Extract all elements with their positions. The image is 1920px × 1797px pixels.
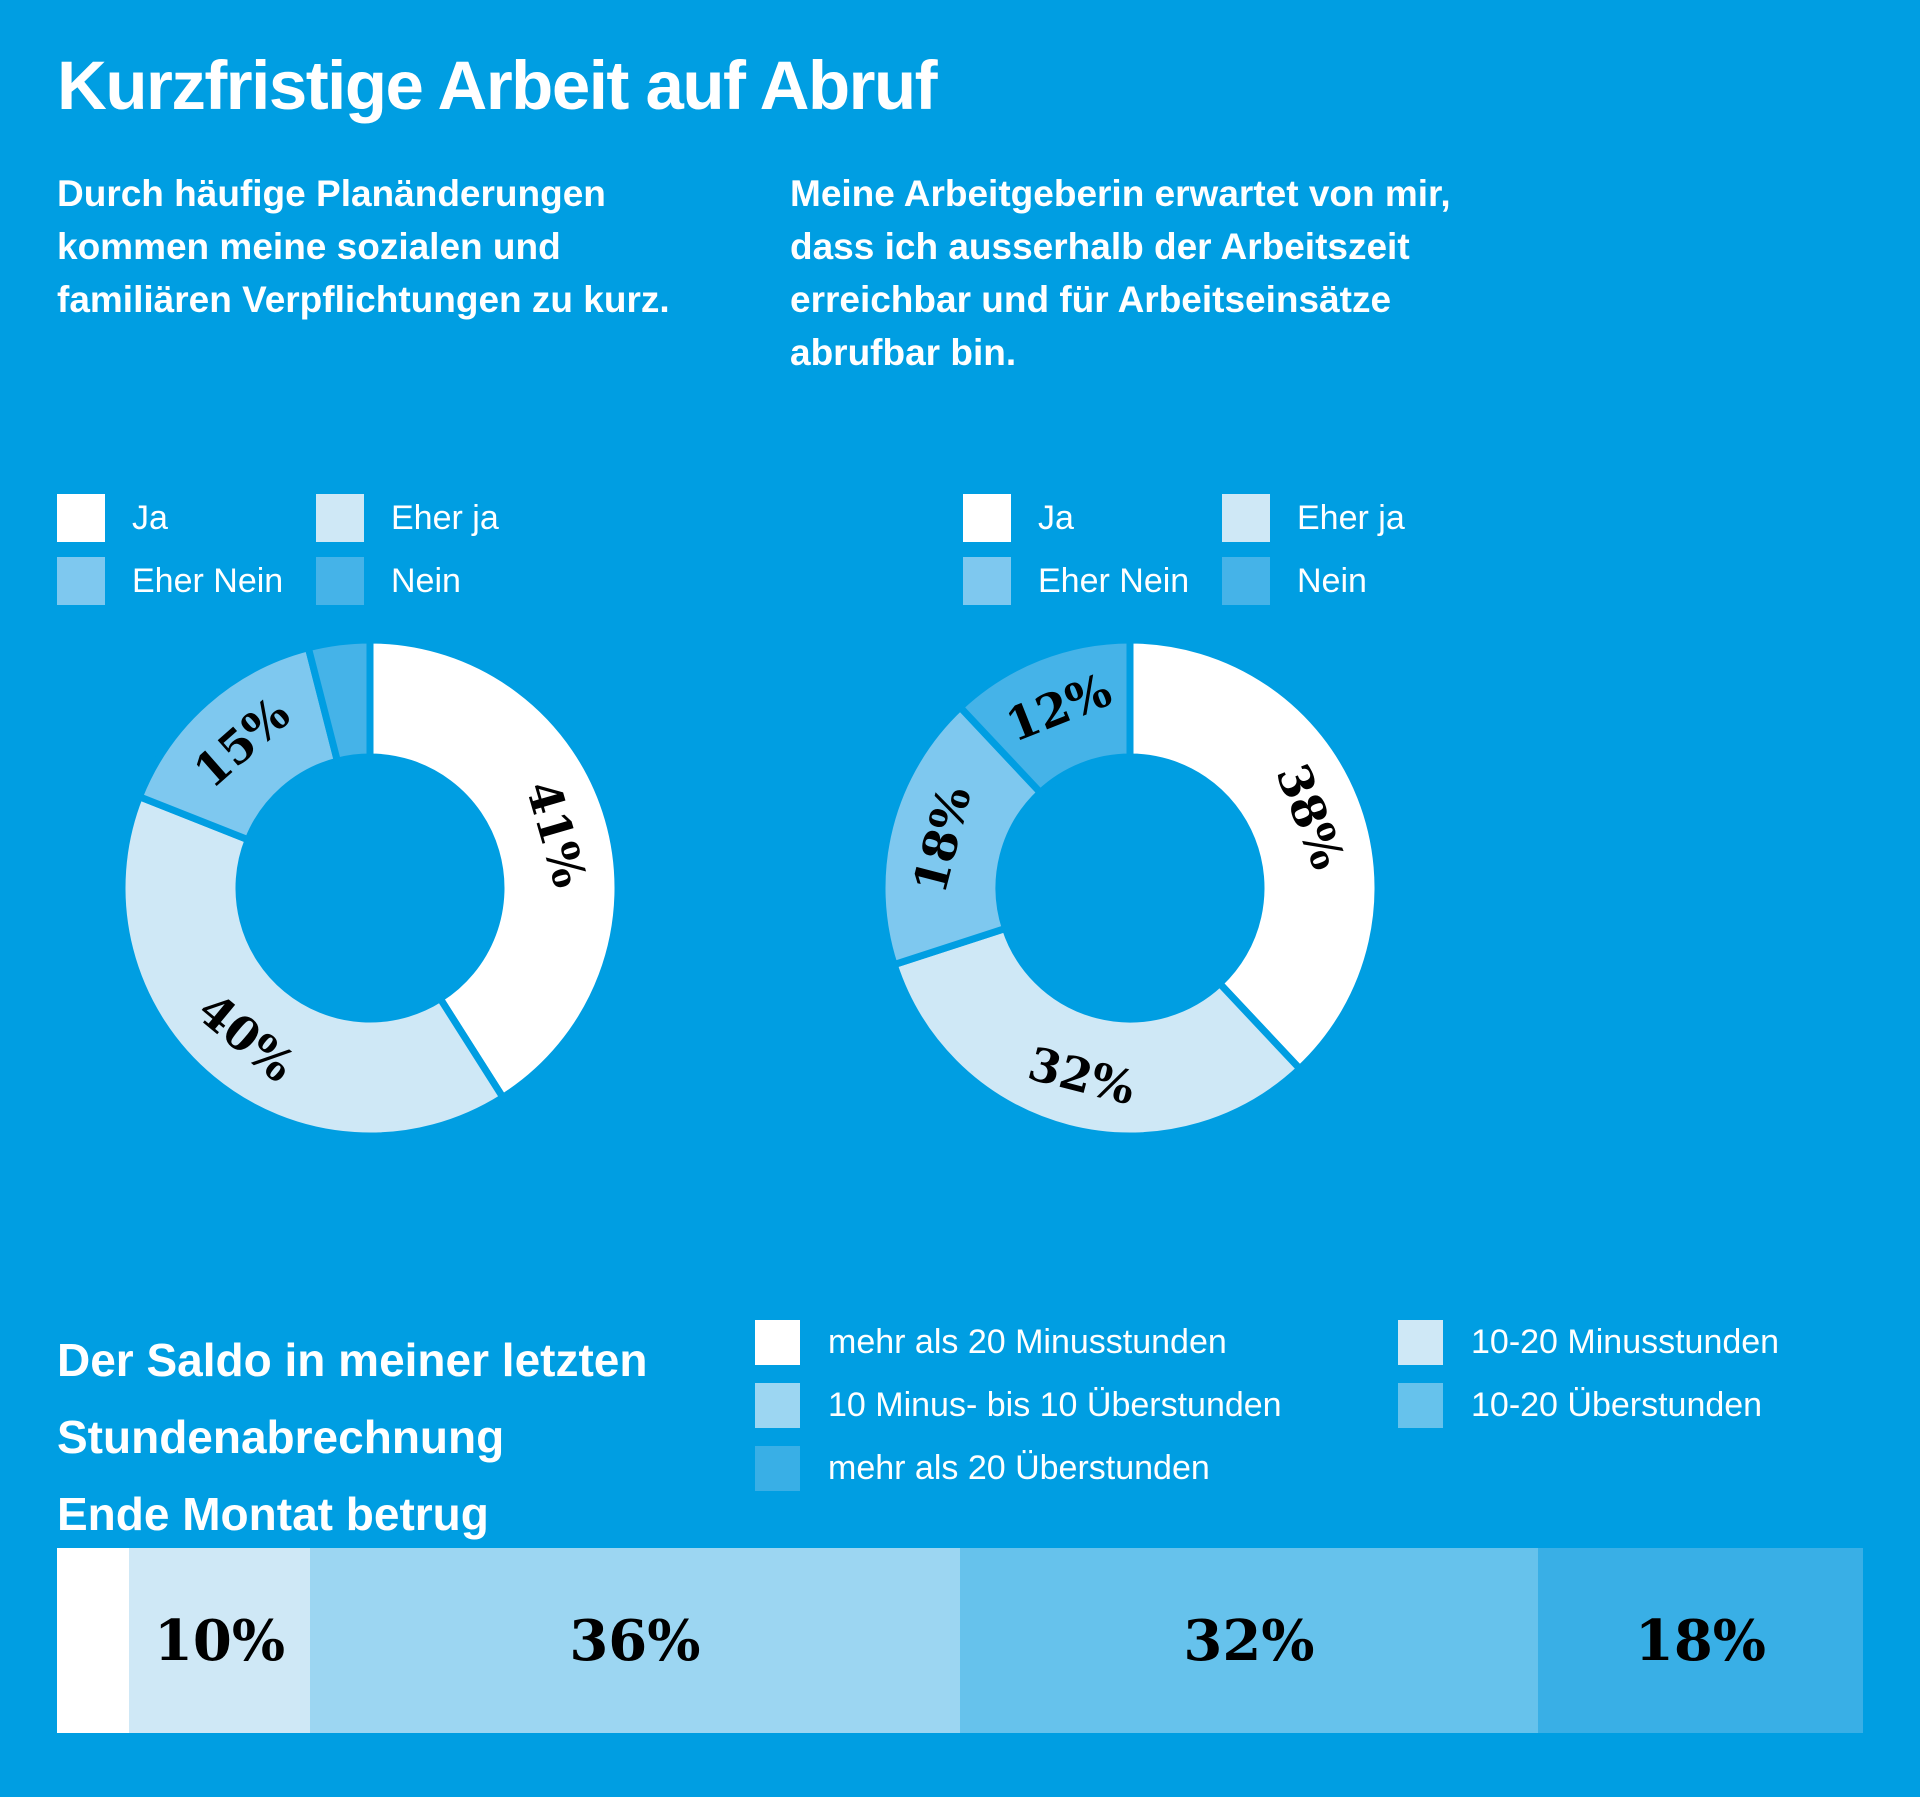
legend-label: Ja [1038, 498, 1074, 537]
legend-item-nein: Nein [1222, 557, 1405, 605]
bar-segment-data-label: 32% [1183, 1607, 1315, 1674]
legend-item-mehr-als-20-minusstunden: mehr als 20 Minusstunden [755, 1320, 1398, 1365]
bar-segment-data-label: 18% [1634, 1607, 1767, 1674]
legend-label: Eher ja [1297, 498, 1405, 537]
legend-label: mehr als 20 Überstunden [828, 1449, 1210, 1487]
bar-segment-10-20-berstunden: 32% [959, 1548, 1538, 1733]
donut-slice-ja [366, 636, 622, 1103]
saldo-legend: mehr als 20 Minusstunden 10-20 Minusstund… [755, 1320, 1779, 1491]
bar-segment-mehr-als-20-minusstunden [57, 1548, 130, 1733]
legend-swatch-10-minus-bis-10-berstunden [755, 1383, 800, 1428]
legend-item-mehr-als-20-berstunden: mehr als 20 Überstunden [755, 1446, 1398, 1491]
donut-chart-left: 41%40%15% [118, 636, 622, 1140]
bar-segment-data-label: 10% [153, 1607, 286, 1674]
donut-slice-nein [955, 636, 1134, 798]
saldo-heading: Der Saldo in meiner letzten Stundenabrec… [57, 1334, 648, 1540]
legend-item-ja: Ja [963, 494, 1222, 542]
answer-legend-right: Ja Eher ja Eher Nein Nein [963, 494, 1405, 605]
legend-label: Eher ja [391, 498, 499, 537]
legend-swatch-mehr-als-20-minusstunden [755, 1320, 800, 1365]
bar-segment-data-label: 36% [569, 1607, 701, 1674]
legend-label: mehr als 20 Minusstunden [828, 1323, 1227, 1361]
answer-legend-left: Ja Eher ja Eher Nein Nein [57, 494, 499, 605]
legend-swatch-ja [57, 494, 105, 542]
legend-label: 10 Minus- bis 10 Überstunden [828, 1386, 1282, 1424]
legend-item-eher-nein: Eher Nein [963, 557, 1222, 605]
question-left: Durch häufige Planänderungen kommen mein… [57, 173, 670, 320]
legend-item-ja: Ja [57, 494, 316, 542]
donut-slice-ja [1126, 636, 1382, 1074]
legend-swatch-10-20-berstunden [1398, 1383, 1443, 1428]
legend-label: Nein [1297, 561, 1367, 600]
legend-label: 10-20 Minusstunden [1471, 1323, 1780, 1361]
legend-item-eher-ja: Eher ja [316, 494, 499, 542]
legend-swatch-nein [316, 557, 364, 605]
legend-label: Eher Nein [1038, 561, 1190, 600]
legend-swatch-eher-ja [316, 494, 364, 542]
legend-label: 10-20 Überstunden [1471, 1386, 1763, 1424]
legend-item-eher-ja: Eher ja [1222, 494, 1405, 542]
legend-swatch-eher-ja [1222, 494, 1270, 542]
legend-swatch-nein [1222, 557, 1270, 605]
bar-segment-10-minus-bis-10-berstunden: 36% [309, 1548, 960, 1733]
legend-item-nein: Nein [316, 557, 499, 605]
donut-slice-eher-nein [878, 702, 1046, 970]
donut-chart-right: 38%32%18%12% [878, 636, 1382, 1140]
legend-swatch-ja [963, 494, 1011, 542]
bar-segment-mehr-als-20-berstunden: 18% [1537, 1548, 1863, 1733]
legend-item-10-minus-bis-10-berstunden: 10 Minus- bis 10 Überstunden [755, 1383, 1398, 1428]
legend-label: Ja [132, 498, 168, 537]
legend-swatch-eher-nein [963, 557, 1011, 605]
legend-swatch-10-20-minusstunden [1398, 1320, 1443, 1365]
saldo-stacked-bar-chart: 10% 36% 32% 18% [57, 1548, 1863, 1733]
question-right: Meine Arbeitgeberin erwartet von mir, da… [790, 173, 1451, 373]
legend-item-10-20-minusstunden: 10-20 Minusstunden [1398, 1320, 1779, 1365]
legend-swatch-mehr-als-20-berstunden [755, 1446, 800, 1491]
bar-segment-10-20-minusstunden: 10% [129, 1548, 310, 1733]
donut-slice-eher-ja [889, 924, 1305, 1140]
legend-label: Eher Nein [132, 561, 284, 600]
legend-label: Nein [391, 561, 461, 600]
donut-slice-eher-ja [118, 792, 508, 1140]
donut-slice-nein [304, 636, 374, 766]
donut-slice-eher-nein [134, 643, 342, 845]
legend-swatch-eher-nein [57, 557, 105, 605]
legend-item-eher-nein: Eher Nein [57, 557, 316, 605]
page-title: Kurzfristige Arbeit auf Abruf [57, 47, 938, 124]
legend-item-10-20-berstunden: 10-20 Überstunden [1398, 1383, 1779, 1428]
